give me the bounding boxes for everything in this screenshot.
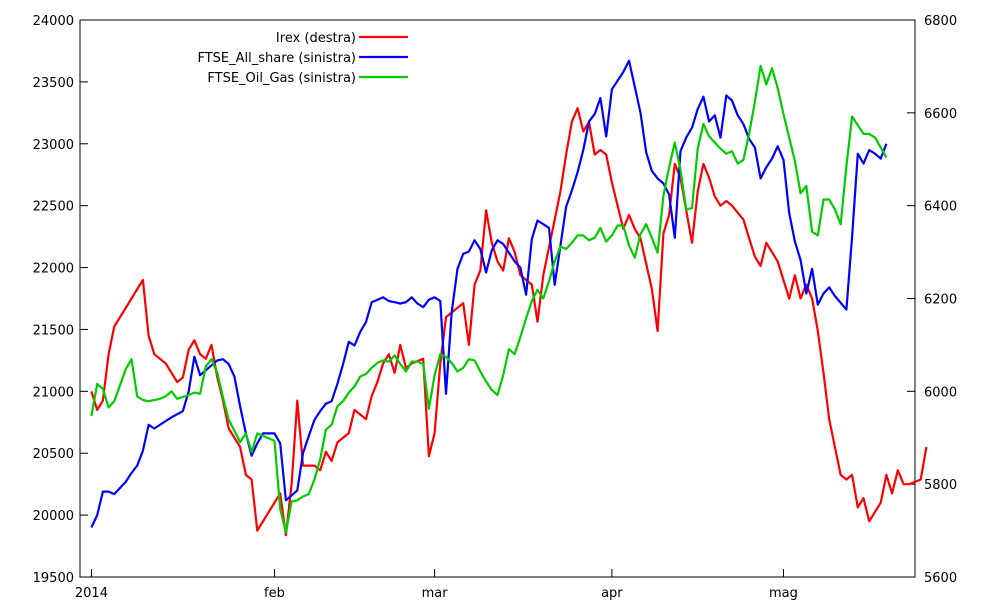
right-tick-label: 5800 (924, 478, 957, 493)
x-tick-label: mar (422, 586, 449, 601)
legend-label-ftse-oil-gas: FTSE_Oil_Gas (sinistra) (207, 71, 356, 86)
legend: Irex (destra) FTSE_All_share (sinistra) FT… (197, 31, 408, 86)
legend-label-irex: Irex (destra) (276, 31, 356, 46)
left-axis: 19500 20000 20500 21000 21500 22000 22500 23000… (33, 14, 88, 586)
x-tick-label: feb (264, 586, 285, 601)
x-axis: 2014 feb mar apr mag (75, 569, 798, 601)
right-axis: 5600 5800 6000 6200 6400 6600 6800 (907, 14, 957, 586)
series-line-ftse-all-share (90, 59, 888, 528)
left-tick-label: 24000 (33, 14, 74, 29)
right-tick-label: 6400 (924, 200, 957, 215)
x-tick-label: mag (769, 586, 798, 601)
left-tick-label: 23500 (33, 76, 74, 91)
x-tick-label: apr (601, 586, 623, 601)
left-tick-label: 20000 (33, 509, 74, 524)
plot-area (79, 19, 916, 578)
series-line-irex (90, 107, 928, 537)
left-tick-label: 22000 (33, 262, 74, 277)
series-lines (90, 59, 928, 537)
series-line-ftse-oil-gas (90, 64, 888, 534)
left-tick-label: 21000 (33, 385, 74, 400)
left-tick-label: 19500 (33, 571, 74, 586)
right-tick-label: 6800 (924, 14, 957, 29)
left-tick-label: 23000 (33, 138, 74, 153)
right-tick-label: 6000 (924, 385, 957, 400)
left-tick-label: 20500 (33, 447, 74, 462)
right-tick-label: 6600 (924, 107, 957, 122)
right-tick-label: 6200 (924, 293, 957, 308)
left-tick-label: 21500 (33, 323, 74, 338)
right-tick-label: 5600 (924, 571, 957, 586)
legend-label-ftse-all-share: FTSE_All_share (sinistra) (197, 51, 356, 66)
left-tick-label: 22500 (33, 200, 74, 215)
x-tick-label: 2014 (75, 586, 108, 601)
